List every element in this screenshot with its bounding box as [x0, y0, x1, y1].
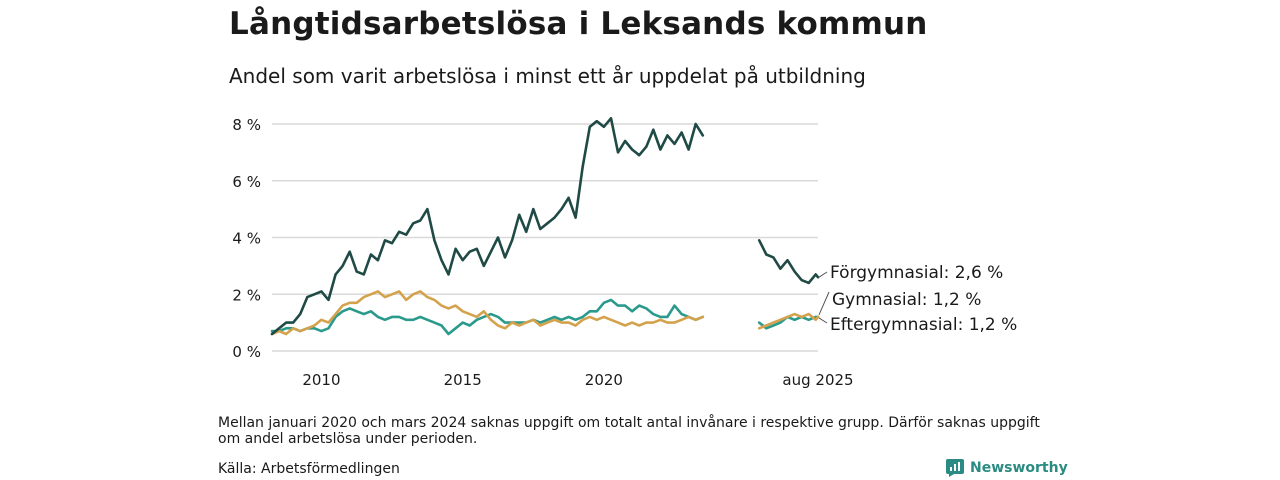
- end-labels: Förgymnasial: 2,6 % Gymnasial: 1,2 % Efter…: [818, 263, 1017, 335]
- x-tick-label: 2015: [444, 371, 482, 389]
- y-tick-label: 6 %: [232, 173, 261, 191]
- series-lines: [270, 117, 820, 336]
- brand-logo[interactable]: Newsworthy: [946, 459, 1068, 477]
- series-end-label: Gymnasial: 1,2 %: [832, 290, 981, 310]
- series-line-eftergymnasial: [757, 312, 820, 330]
- axis-labels: 0 % 2 % 4 % 6 % 8 % 2010 2015 2020 aug 2025: [232, 116, 853, 389]
- gridlines: [272, 123, 818, 352]
- leader-line: [818, 271, 828, 278]
- series-line-gymnasial: [757, 315, 820, 330]
- leader-line: [818, 317, 828, 324]
- y-tick-label: 0 %: [232, 343, 261, 361]
- footnote: Mellan januari 2020 och mars 2024 saknas…: [218, 415, 1040, 447]
- chart-subtitle: Andel som varit arbetslösa i minst ett å…: [229, 64, 866, 88]
- y-tick-label: 2 %: [232, 286, 261, 304]
- series-line-förgymnasial: [757, 239, 820, 285]
- series-end-label: Förgymnasial: 2,6 %: [830, 263, 1003, 283]
- line-chart: 0 % 2 % 4 % 6 % 8 % 2010 2015 2020 aug 2025 Förg…: [232, 116, 1017, 389]
- series-end-label: Eftergymnasial: 1,2 %: [830, 315, 1017, 335]
- series-line-förgymnasial: [270, 117, 705, 336]
- x-tick-label: 2020: [585, 371, 623, 389]
- source-credit: Källa: Arbetsförmedlingen: [218, 461, 400, 477]
- x-end-label: aug 2025: [782, 371, 853, 389]
- newsworthy-logo-icon: [946, 459, 964, 477]
- chart-title: Långtidsarbetslösa i Leksands kommun: [229, 6, 928, 42]
- y-tick-label: 4 %: [232, 230, 261, 248]
- leader-line: [818, 291, 830, 316]
- x-tick-label: 2010: [302, 371, 340, 389]
- y-tick-label: 8 %: [232, 116, 261, 134]
- brand-name: Newsworthy: [970, 460, 1068, 476]
- series-line-eftergymnasial: [270, 290, 705, 336]
